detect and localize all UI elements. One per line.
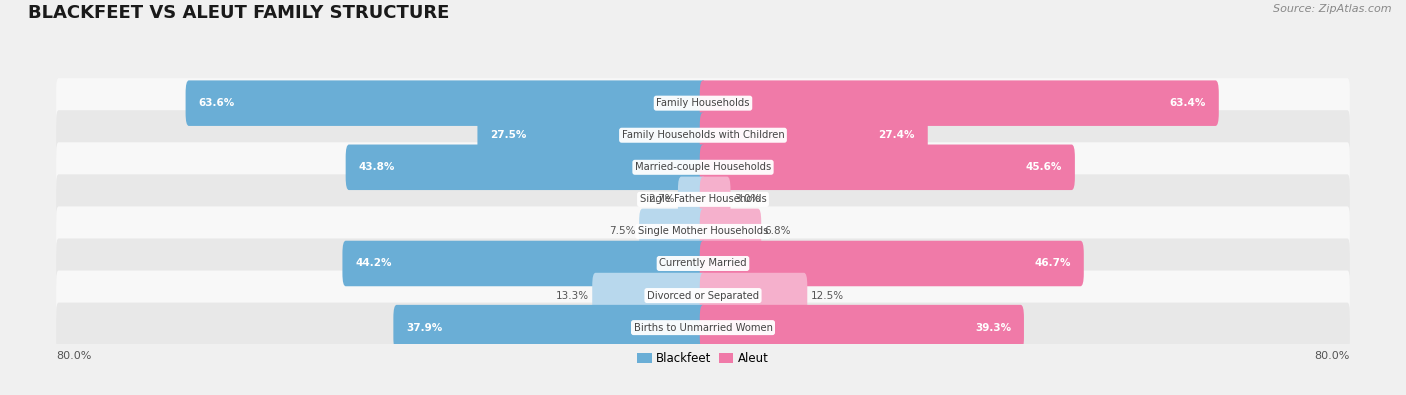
FancyBboxPatch shape xyxy=(700,81,1219,126)
Text: 7.5%: 7.5% xyxy=(609,226,636,237)
FancyBboxPatch shape xyxy=(394,305,706,350)
FancyBboxPatch shape xyxy=(56,78,1350,128)
FancyBboxPatch shape xyxy=(700,305,1024,350)
Text: Divorced or Separated: Divorced or Separated xyxy=(647,291,759,301)
Text: 63.6%: 63.6% xyxy=(198,98,235,108)
FancyBboxPatch shape xyxy=(700,273,807,318)
FancyBboxPatch shape xyxy=(56,174,1350,224)
FancyBboxPatch shape xyxy=(56,271,1350,321)
Text: 27.5%: 27.5% xyxy=(491,130,527,140)
FancyBboxPatch shape xyxy=(346,145,706,190)
FancyBboxPatch shape xyxy=(640,209,706,254)
Text: Source: ZipAtlas.com: Source: ZipAtlas.com xyxy=(1274,4,1392,14)
Text: 43.8%: 43.8% xyxy=(359,162,395,172)
Text: 6.8%: 6.8% xyxy=(765,226,792,237)
FancyBboxPatch shape xyxy=(678,177,706,222)
Text: Single Father Households: Single Father Households xyxy=(640,194,766,204)
Text: 13.3%: 13.3% xyxy=(555,291,589,301)
FancyBboxPatch shape xyxy=(700,241,1084,286)
Legend: Blackfeet, Aleut: Blackfeet, Aleut xyxy=(633,347,773,369)
Text: 80.0%: 80.0% xyxy=(56,352,91,361)
Text: 27.4%: 27.4% xyxy=(879,130,915,140)
FancyBboxPatch shape xyxy=(700,177,731,222)
FancyBboxPatch shape xyxy=(700,145,1074,190)
Text: 3.0%: 3.0% xyxy=(734,194,761,204)
Text: 63.4%: 63.4% xyxy=(1170,98,1206,108)
FancyBboxPatch shape xyxy=(478,113,706,158)
FancyBboxPatch shape xyxy=(592,273,706,318)
FancyBboxPatch shape xyxy=(186,81,706,126)
Text: 44.2%: 44.2% xyxy=(356,258,392,269)
Text: 39.3%: 39.3% xyxy=(974,323,1011,333)
Text: 2.7%: 2.7% xyxy=(648,194,675,204)
FancyBboxPatch shape xyxy=(56,207,1350,256)
FancyBboxPatch shape xyxy=(56,142,1350,192)
Text: 80.0%: 80.0% xyxy=(1315,352,1350,361)
FancyBboxPatch shape xyxy=(700,209,761,254)
Text: Single Mother Households: Single Mother Households xyxy=(638,226,768,237)
Text: Married-couple Households: Married-couple Households xyxy=(636,162,770,172)
Text: Currently Married: Currently Married xyxy=(659,258,747,269)
Text: Family Households with Children: Family Households with Children xyxy=(621,130,785,140)
FancyBboxPatch shape xyxy=(700,113,928,158)
Text: 45.6%: 45.6% xyxy=(1025,162,1062,172)
FancyBboxPatch shape xyxy=(56,239,1350,288)
Text: Family Households: Family Households xyxy=(657,98,749,108)
FancyBboxPatch shape xyxy=(343,241,706,286)
Text: 37.9%: 37.9% xyxy=(406,323,443,333)
Text: Births to Unmarried Women: Births to Unmarried Women xyxy=(634,323,772,333)
FancyBboxPatch shape xyxy=(56,303,1350,353)
FancyBboxPatch shape xyxy=(56,110,1350,160)
Text: BLACKFEET VS ALEUT FAMILY STRUCTURE: BLACKFEET VS ALEUT FAMILY STRUCTURE xyxy=(28,4,450,22)
Text: 12.5%: 12.5% xyxy=(810,291,844,301)
Text: 46.7%: 46.7% xyxy=(1035,258,1071,269)
